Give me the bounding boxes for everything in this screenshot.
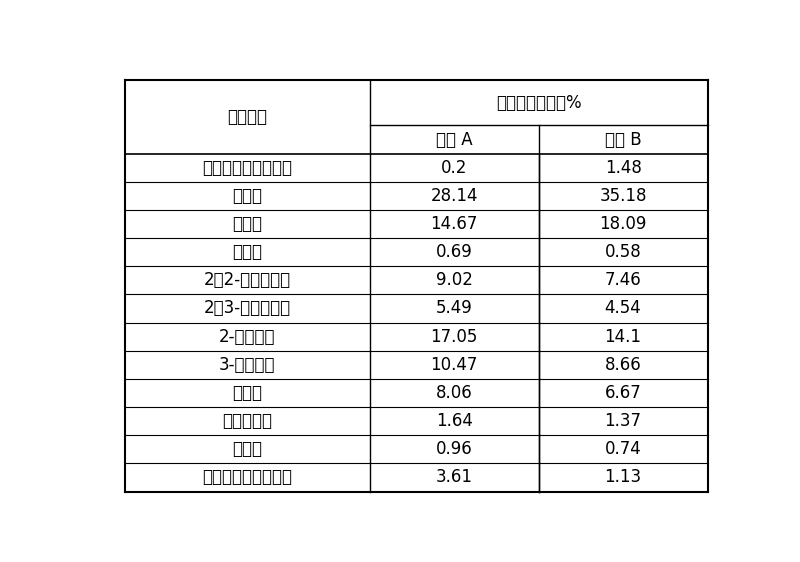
Text: 3-甲基戊烷: 3-甲基戊烷 — [219, 356, 275, 374]
Text: 环己烷: 环己烷 — [232, 440, 262, 458]
Text: 2-甲基戊烷: 2-甲基戊烷 — [219, 328, 275, 346]
Text: 10.47: 10.47 — [430, 356, 478, 374]
Text: 14.67: 14.67 — [430, 215, 478, 233]
Text: 18.09: 18.09 — [599, 215, 646, 233]
Text: 0.58: 0.58 — [605, 243, 642, 261]
Text: 5.49: 5.49 — [436, 300, 473, 318]
Text: 组分含量，质量%: 组分含量，质量% — [496, 94, 582, 112]
Text: 1.64: 1.64 — [436, 412, 473, 430]
Text: 3.61: 3.61 — [435, 469, 473, 487]
Text: 异戊烷: 异戊烷 — [232, 187, 262, 205]
Text: 碳七及大于碳七组分: 碳七及大于碳七组分 — [202, 469, 292, 487]
Text: 2，2-二甲基丁烷: 2，2-二甲基丁烷 — [204, 271, 290, 289]
Text: 7.46: 7.46 — [605, 271, 642, 289]
Text: 0.69: 0.69 — [436, 243, 473, 261]
Text: 1.37: 1.37 — [605, 412, 642, 430]
Text: 原料 A: 原料 A — [436, 130, 472, 148]
Text: 0.2: 0.2 — [441, 158, 467, 176]
Text: 环戊烷: 环戊烷 — [232, 243, 262, 261]
Text: 35.18: 35.18 — [599, 187, 647, 205]
Text: 0.74: 0.74 — [605, 440, 642, 458]
Text: 1.13: 1.13 — [605, 469, 642, 487]
Text: 碳四及小于碳四组分: 碳四及小于碳四组分 — [202, 158, 292, 176]
Text: 正戊烷: 正戊烷 — [232, 215, 262, 233]
Text: 2，3-二甲基丁烷: 2，3-二甲基丁烷 — [204, 300, 290, 318]
Text: 1.48: 1.48 — [605, 158, 642, 176]
Text: 组分名称: 组分名称 — [227, 108, 267, 126]
Text: 4.54: 4.54 — [605, 300, 642, 318]
Text: 0.96: 0.96 — [436, 440, 473, 458]
Text: 14.1: 14.1 — [605, 328, 642, 346]
Text: 9.02: 9.02 — [436, 271, 473, 289]
Text: 8.06: 8.06 — [436, 384, 473, 402]
Text: 17.05: 17.05 — [430, 328, 478, 346]
Text: 28.14: 28.14 — [430, 187, 478, 205]
Text: 8.66: 8.66 — [605, 356, 642, 374]
Text: 正己烷: 正己烷 — [232, 384, 262, 402]
Text: 原料 B: 原料 B — [605, 130, 642, 148]
Text: 甲基环戊烷: 甲基环戊烷 — [222, 412, 272, 430]
Text: 6.67: 6.67 — [605, 384, 642, 402]
